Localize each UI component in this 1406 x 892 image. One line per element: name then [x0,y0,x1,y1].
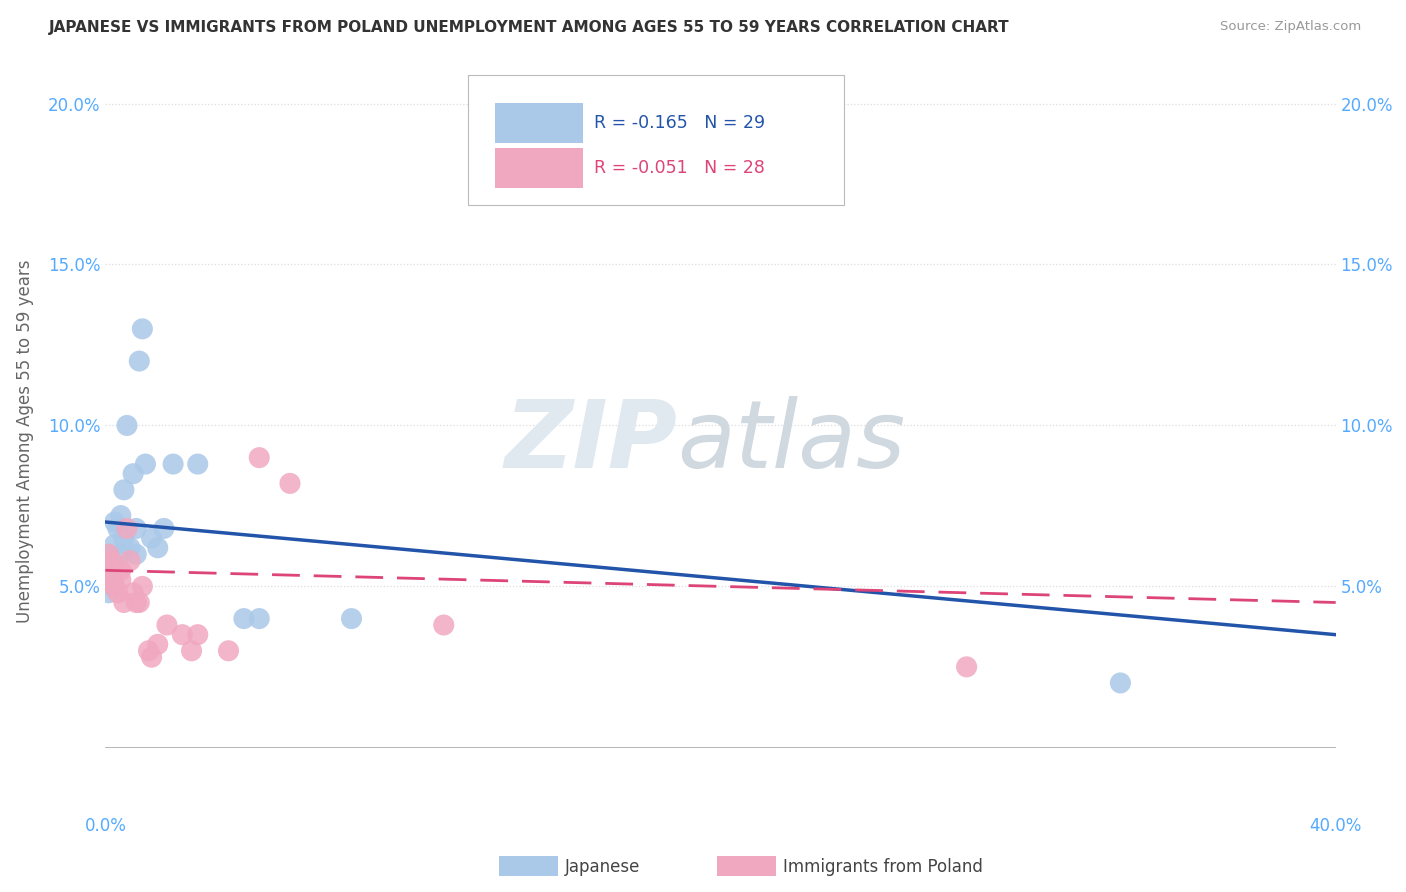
Point [131,579,153,593]
Point [138,644,160,658]
Point [115,418,138,433]
Text: Japanese: Japanese [565,858,641,876]
Point [120,541,141,555]
Point [340,611,363,625]
Point [112,483,135,497]
FancyBboxPatch shape [495,147,583,187]
Point [107,521,129,535]
Point [100,554,122,568]
Point [956,660,979,674]
Point [104,515,127,529]
FancyBboxPatch shape [495,103,583,144]
Point [125,595,148,609]
Point [134,457,156,471]
Point [107,586,129,600]
Text: atlas: atlas [678,396,905,487]
Point [115,521,138,535]
Point [247,611,270,625]
Point [232,611,254,625]
Text: R = -0.165   N = 29: R = -0.165 N = 29 [593,114,765,132]
Point [278,476,301,491]
Point [187,457,209,471]
Point [110,573,132,587]
Point [110,563,132,577]
Point [156,618,179,632]
Text: Immigrants from Poland: Immigrants from Poland [783,858,983,876]
Point [128,595,150,609]
Point [125,521,148,535]
Y-axis label: Unemployment Among Ages 55 to 59 years: Unemployment Among Ages 55 to 59 years [17,260,34,624]
Point [162,457,184,471]
Point [97,563,120,577]
Point [180,644,202,658]
Point [100,579,122,593]
Point [218,644,240,658]
Point [97,547,120,561]
Point [104,537,127,551]
Point [247,450,270,465]
Point [128,354,150,368]
Point [97,563,120,577]
Text: ZIP: ZIP [505,395,678,488]
Point [104,579,127,593]
Point [141,531,163,545]
Point [100,563,122,577]
Point [110,547,132,561]
Point [120,554,141,568]
Point [172,628,194,642]
Point [122,467,145,481]
Point [97,586,120,600]
Point [141,650,163,665]
Point [104,579,127,593]
Point [153,521,176,535]
Point [100,557,122,571]
Point [110,508,132,523]
FancyBboxPatch shape [468,75,844,204]
Point [112,595,135,609]
Point [112,531,135,545]
Text: Source: ZipAtlas.com: Source: ZipAtlas.com [1220,20,1361,33]
Text: R = -0.051   N = 28: R = -0.051 N = 28 [593,159,765,177]
Point [125,547,148,561]
Point [433,618,456,632]
Point [146,541,169,555]
Point [131,322,153,336]
Point [146,637,169,651]
Point [122,586,145,600]
Point [1109,676,1132,690]
Point [97,547,120,561]
Text: JAPANESE VS IMMIGRANTS FROM POLAND UNEMPLOYMENT AMONG AGES 55 TO 59 YEARS CORREL: JAPANESE VS IMMIGRANTS FROM POLAND UNEMP… [49,20,1010,35]
Point [187,628,209,642]
